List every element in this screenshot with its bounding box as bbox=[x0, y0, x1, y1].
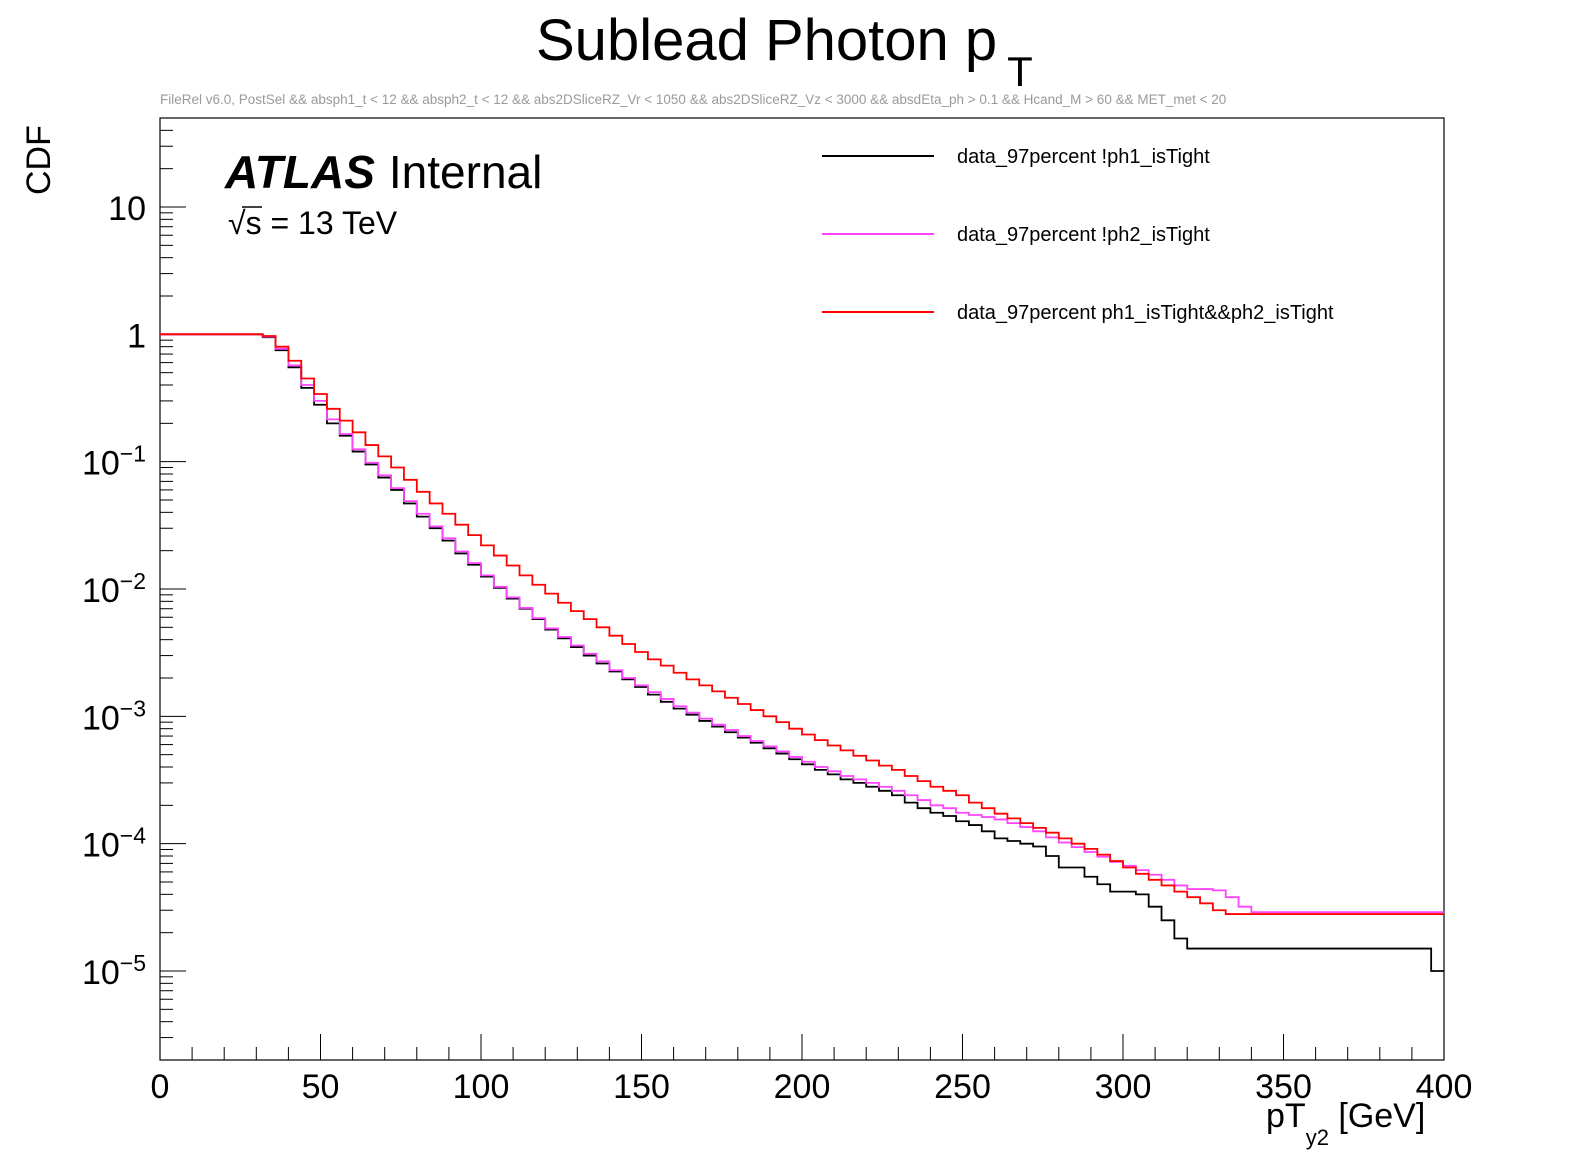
energy-label: √s = 13 TeV bbox=[228, 205, 398, 241]
chart-subtitle: FileRel v6.0, PostSel && absph1_t < 12 &… bbox=[160, 92, 1226, 107]
plot-frame bbox=[159, 117, 1445, 1061]
chart-title-subscript: T bbox=[1007, 48, 1033, 95]
legend-label-1: data_97percent !ph2_isTight bbox=[957, 224, 1210, 246]
x-tick-label: 250 bbox=[934, 1068, 991, 1106]
series-line-2 bbox=[160, 333, 1444, 915]
axis-ticks bbox=[159, 117, 1445, 1061]
sqrt-symbol: √ bbox=[228, 205, 246, 241]
legend-label-2: data_97percent ph1_isTight&&ph2_isTight bbox=[957, 302, 1334, 324]
x-tick-label: 300 bbox=[1095, 1068, 1152, 1106]
x-tick-label: 150 bbox=[613, 1068, 670, 1106]
x-tick-label: 200 bbox=[774, 1068, 831, 1106]
y-tick-labels: 10−5 10−4 10−3 10−2 10−1 1 10 bbox=[82, 190, 146, 992]
series-lines bbox=[160, 333, 1444, 972]
x-tick-label: 0 bbox=[151, 1068, 170, 1106]
x-tick-label: 400 bbox=[1416, 1068, 1473, 1106]
y-axis-label: CDF bbox=[20, 125, 58, 195]
x-tick-label: 350 bbox=[1255, 1068, 1312, 1106]
y-tick-label: 10−1 bbox=[82, 441, 146, 483]
legend-label-0: data_97percent !ph1_isTight bbox=[957, 146, 1210, 168]
atlas-label: ATLAS Internal bbox=[224, 146, 542, 198]
legend: data_97percent !ph1_isTight data_97percen… bbox=[822, 146, 1334, 324]
x-tick-labels: 0 50 100 150 200 250 300 350 400 bbox=[151, 1068, 1473, 1106]
y-tick-label: 10−3 bbox=[82, 695, 146, 737]
y-tick-label: 10−5 bbox=[82, 950, 146, 992]
y-tick-label: 10−2 bbox=[82, 568, 146, 610]
y-tick-label: 10 bbox=[108, 190, 146, 228]
x-tick-label: 50 bbox=[302, 1068, 340, 1106]
atlas-status: Internal bbox=[389, 146, 542, 198]
x-axis-label-subscript: y2 bbox=[1306, 1125, 1329, 1150]
x-tick-label: 100 bbox=[453, 1068, 510, 1106]
y-tick-label: 1 bbox=[127, 317, 146, 355]
x-axis-label: pTy2 [GeV] bbox=[1266, 1097, 1425, 1150]
x-axis-label-unit: [GeV] bbox=[1329, 1097, 1425, 1135]
series-line-1 bbox=[160, 333, 1444, 914]
y-tick-label: 10−4 bbox=[82, 823, 146, 865]
